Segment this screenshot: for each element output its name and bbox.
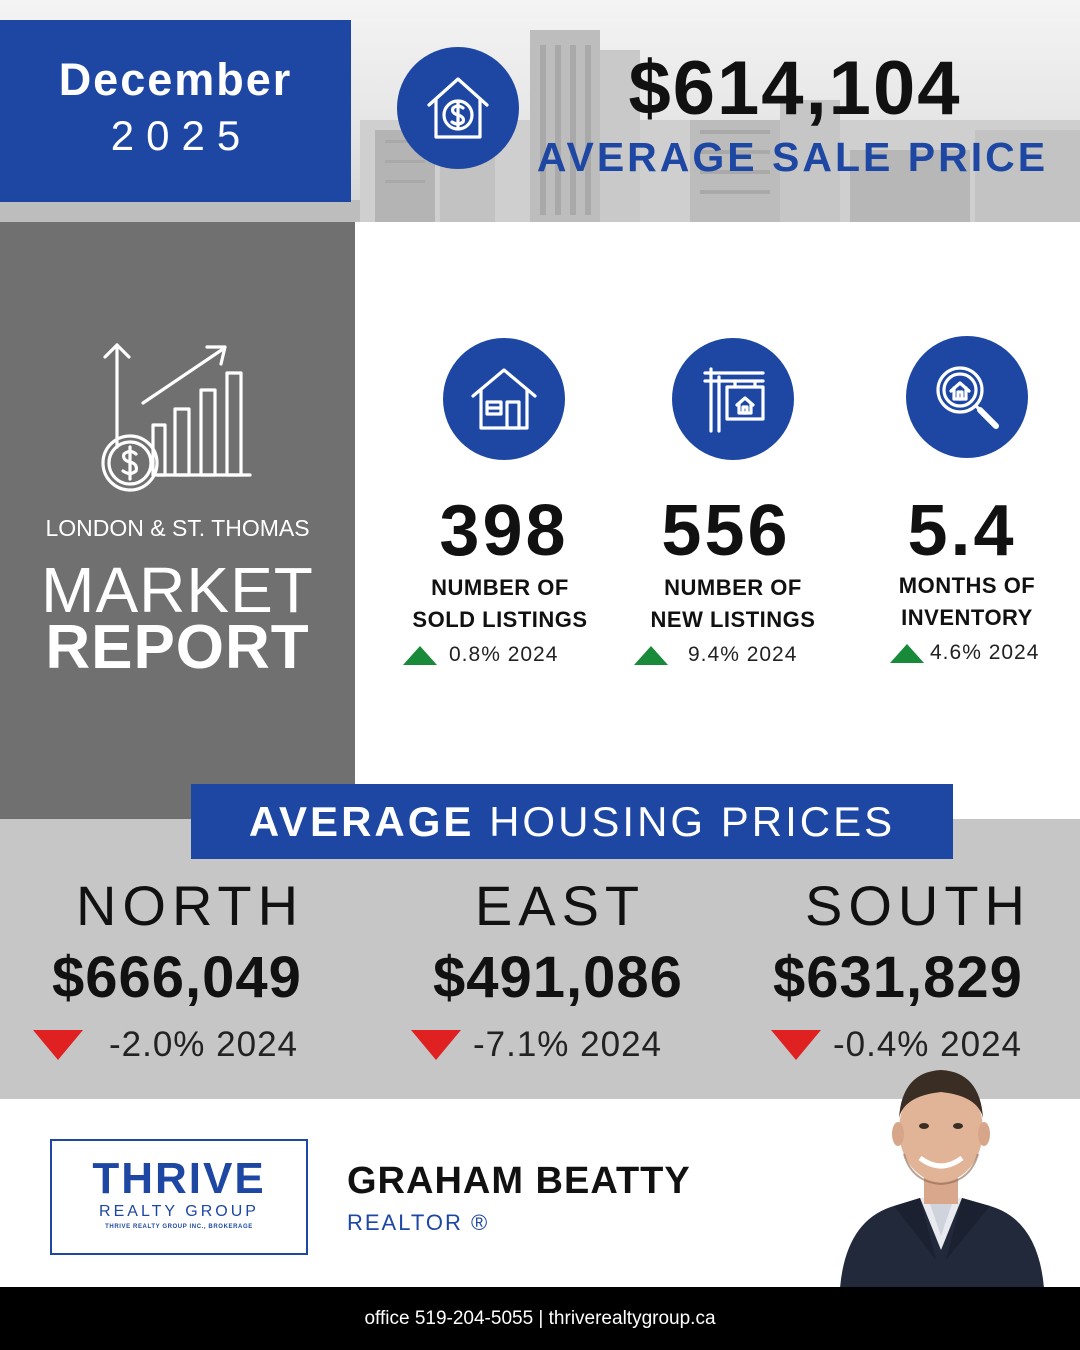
report-year: 2025 — [110, 112, 253, 159]
sold-listings-label-line2: SOLD LISTINGS — [412, 607, 588, 632]
thrive-realty-logo: THRIVE REALTY GROUP THRIVE REALTY GROUP … — [50, 1139, 308, 1255]
region-price-north: $666,049 — [52, 945, 302, 1010]
region-name-south: SOUTH — [805, 874, 1031, 937]
sold-listings-change: 0.8% 2024 — [403, 643, 558, 667]
region-change-east-text: -7.1% 2024 — [473, 1025, 663, 1064]
new-listings-change-text: 9.4% 2024 — [688, 643, 798, 666]
region-change-south-text: -0.4% 2024 — [833, 1025, 1023, 1064]
region-price-south: $631,829 — [773, 945, 1023, 1010]
down-arrow-icon — [33, 1030, 83, 1060]
new-listings-change: 9.4% 2024 — [634, 643, 797, 667]
report-heading: REPORT — [45, 613, 310, 682]
brand-legal: THRIVE REALTY GROUP INC., BROKERAGE — [105, 1224, 253, 1230]
agent-name: GRAHAM BEATTY — [347, 1160, 691, 1202]
region-change-north: -2.0% 2024 — [33, 1025, 298, 1065]
date-box: December 2025 — [0, 20, 351, 202]
brand-subtitle: REALTY GROUP — [99, 1203, 259, 1220]
growth-chart-dollar-icon — [95, 335, 260, 500]
months-of-inventory-label: MONTHS OF INVENTORY — [847, 570, 1080, 634]
sold-listings-label-line1: NUMBER OF — [431, 575, 569, 600]
house-dollar-icon — [397, 47, 519, 169]
down-arrow-icon — [411, 1030, 461, 1060]
market-heading: MARKET — [41, 554, 314, 626]
region-name-east: EAST — [474, 874, 646, 937]
months-of-inventory-label-line2: INVENTORY — [901, 605, 1033, 630]
new-listings-label-line1: NUMBER OF — [664, 575, 802, 600]
housing-prices-band — [0, 819, 1080, 1099]
months-of-inventory-change-text: 4.6% 2024 — [930, 641, 1040, 664]
months-of-inventory-label-line1: MONTHS OF — [898, 573, 1036, 598]
average-sale-price: $614,104 — [628, 46, 962, 131]
city-skyline-banner — [0, 0, 1080, 222]
housing-prices-title: AVERAGE HOUSING PRICES — [191, 784, 953, 859]
sold-listings-label: NUMBER OF SOLD LISTINGS — [380, 572, 620, 636]
agent-title: REALTOR ® — [347, 1210, 490, 1235]
report-month: December — [58, 54, 293, 105]
region-change-south: -0.4% 2024 — [771, 1025, 1022, 1065]
months-of-inventory-change: 4.6% 2024 — [890, 641, 1039, 665]
down-arrow-icon — [771, 1030, 821, 1060]
sold-listings-change-text: 0.8% 2024 — [449, 643, 559, 666]
up-arrow-icon — [634, 645, 668, 665]
region-label: LONDON & ST. THOMAS — [45, 515, 310, 541]
house-icon — [443, 338, 565, 460]
house-search-icon — [906, 336, 1028, 458]
agent-photo — [832, 1060, 1050, 1288]
up-arrow-icon — [890, 643, 924, 663]
new-listings-label: NUMBER OF NEW LISTINGS — [613, 572, 853, 636]
months-of-inventory-value: 5.4 — [907, 491, 1017, 571]
up-arrow-icon — [403, 645, 437, 665]
region-name-north: NORTH — [75, 874, 305, 937]
housing-title-rest: HOUSING PRICES — [474, 798, 896, 845]
sold-listings-value: 398 — [439, 491, 569, 571]
average-sale-price-label: AVERAGE SALE PRICE — [536, 134, 1049, 180]
region-change-east: -7.1% 2024 — [411, 1025, 662, 1065]
new-listings-value: 556 — [661, 491, 791, 571]
city-skyline-image — [0, 30, 1080, 222]
region-price-east: $491,086 — [433, 945, 683, 1010]
market-report-panel — [0, 222, 355, 819]
for-sale-sign-icon — [672, 338, 794, 460]
region-change-north-text: -2.0% 2024 — [109, 1025, 299, 1064]
brand-name: THRIVE — [92, 1154, 266, 1203]
housing-title-bold: AVERAGE — [248, 798, 475, 845]
new-listings-label-line2: NEW LISTINGS — [650, 607, 816, 632]
footer-contact-bar: office 519-204-5055 | thriverealtygroup.… — [0, 1287, 1080, 1350]
